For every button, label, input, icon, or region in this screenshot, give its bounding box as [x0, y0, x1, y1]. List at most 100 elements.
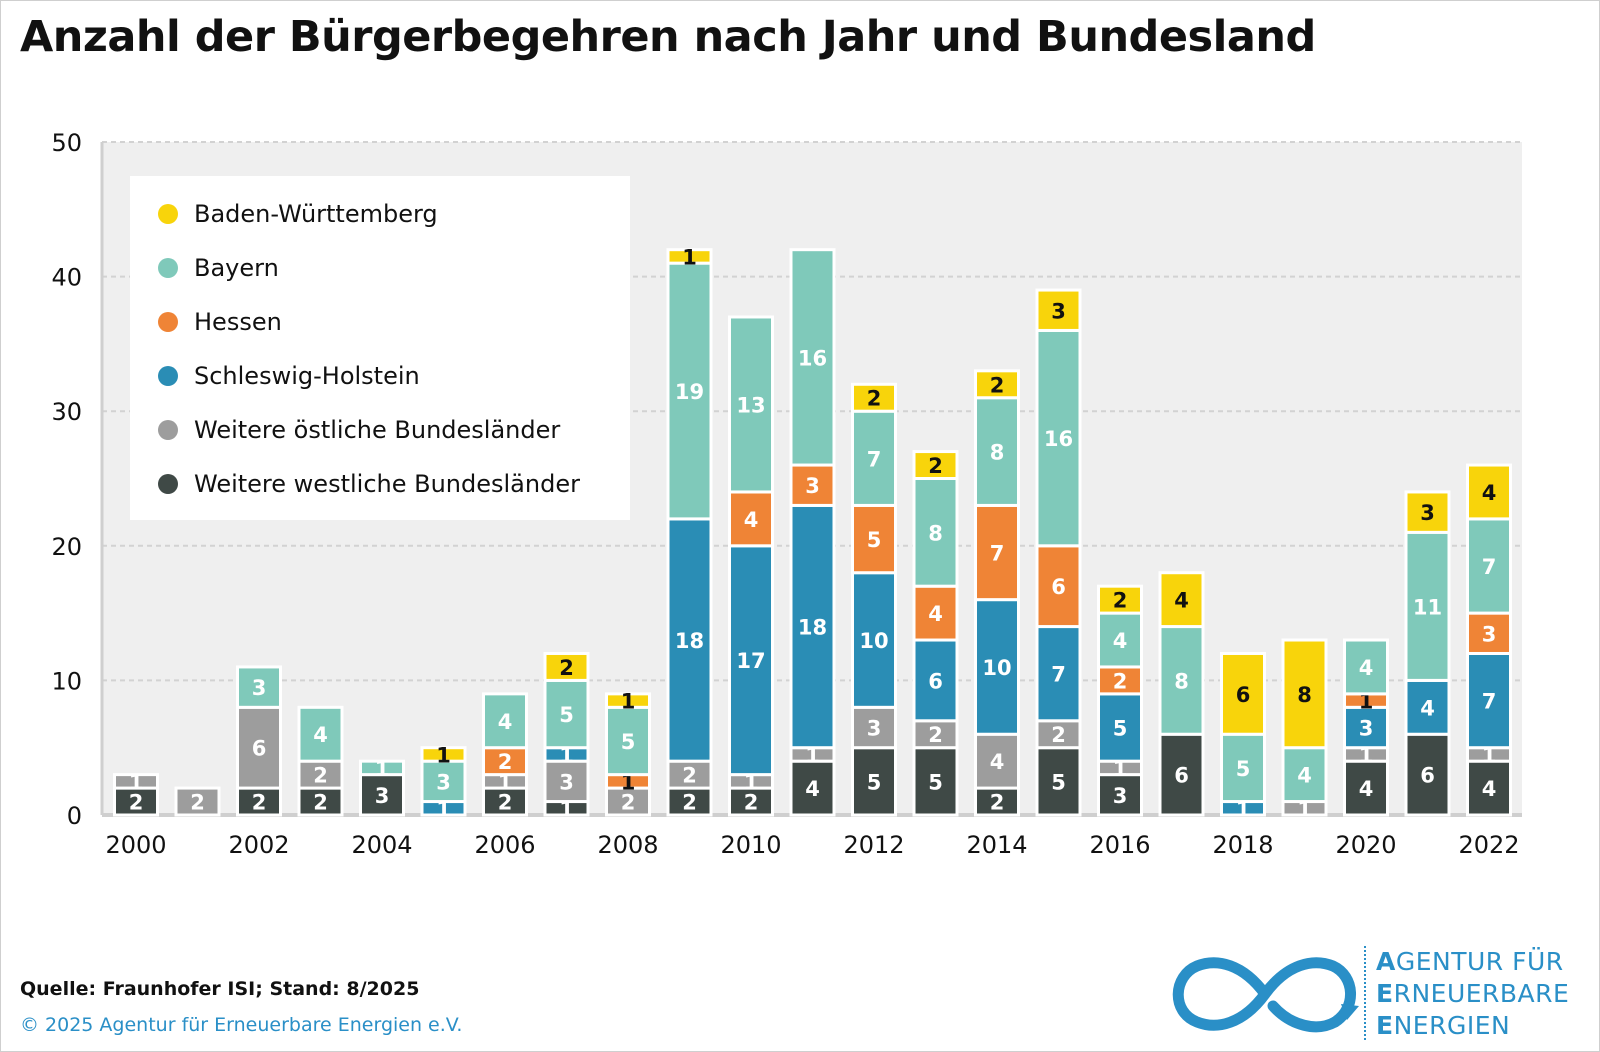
data-label-by: 4	[313, 723, 328, 747]
x-tick-label: 2022	[1458, 831, 1519, 859]
x-tick-label: 2000	[105, 831, 166, 859]
logo-wordmark: AGENTUR FÜR ERNEUERBARE ENERGIEN	[1376, 946, 1569, 1042]
bar-stack-2012: 5 3 10 5 7 2	[851, 382, 897, 817]
data-label-ost: 3	[559, 770, 574, 794]
x-tick-label: 2006	[474, 831, 535, 859]
data-label-ost: 2	[190, 791, 205, 815]
data-label-by: 16	[798, 346, 827, 370]
y-tick-label: 30	[51, 398, 82, 426]
legend-marker-he	[158, 312, 178, 332]
bar-stack-2011: 4 1 18 3 16	[789, 248, 836, 817]
data-label-by: 5	[559, 703, 574, 727]
data-label-ost: 6	[252, 737, 267, 761]
data-label-west: 5	[1051, 770, 1066, 794]
x-tick-label: 2018	[1212, 831, 1273, 859]
x-tick-label: 2010	[720, 831, 781, 859]
data-label-sh: 18	[798, 616, 827, 640]
data-label-west: 4	[805, 777, 820, 801]
data-label-ost: 1	[1359, 743, 1374, 767]
legend-label-bw: Baden-Württemberg	[194, 200, 438, 228]
data-label-he: 2	[498, 750, 513, 774]
data-label-ost: 2	[621, 791, 636, 815]
data-label-he: 4	[744, 508, 759, 532]
bar-segment-by	[482, 692, 528, 750]
data-label-bw: 8	[1297, 683, 1312, 707]
data-label-bw: 1	[682, 245, 697, 269]
data-label-by: 4	[498, 710, 513, 734]
bar-segment-by	[236, 665, 282, 709]
data-label-bw: 2	[867, 387, 882, 411]
bar-stack-2004: 31	[359, 757, 405, 817]
bar-stack-2015: 5 2 7 6 16 3	[1035, 288, 1082, 817]
bar-segment-bw	[1220, 651, 1266, 736]
bar-stack-2022: 4 1 7 3 7 4	[1466, 463, 1512, 817]
bar-segment-west	[912, 746, 959, 817]
bar-stack-2016: 3 1 5 2 4 2	[1097, 584, 1143, 817]
data-label-by: 8	[928, 521, 943, 545]
data-label-west: 4	[1359, 777, 1374, 801]
data-label-ost: 1	[1297, 797, 1312, 821]
logo-line-3: ENERGIEN	[1376, 1011, 1511, 1040]
bar-segment-bw	[420, 746, 467, 763]
data-label-by: 11	[1413, 595, 1442, 619]
chart-title: Anzahl der Bürgerbegehren nach Jahr und …	[20, 12, 1316, 62]
legend-label-he: Hessen	[194, 308, 282, 336]
data-label-west: 6	[1420, 764, 1435, 788]
data-label-west: 4	[1482, 777, 1497, 801]
data-label-bw: 1	[436, 743, 451, 767]
data-label-by: 5	[1236, 757, 1251, 781]
bar-segment-bw	[912, 450, 959, 480]
data-label-by: 19	[675, 380, 704, 404]
bar-stack-2002: 2 6 3	[236, 665, 282, 817]
bar-stack-2000: 21	[113, 770, 159, 817]
bar-stack-2021: 6 4 11 3	[1404, 490, 1451, 817]
bar-segment-west	[851, 746, 897, 817]
data-label-ost: 1	[1482, 743, 1497, 767]
bar-segment-by	[728, 315, 774, 494]
data-label-bw: 3	[1420, 501, 1435, 525]
bar-segment-sh	[851, 571, 897, 709]
data-label-bw: 2	[1113, 589, 1128, 613]
data-label-ost: 2	[313, 764, 328, 788]
data-label-sh: 4	[1420, 696, 1435, 720]
logo-line-1: AGENTUR FÜR	[1376, 947, 1564, 976]
data-label-bw: 3	[1051, 299, 1066, 323]
data-label-ost: 2	[682, 764, 697, 788]
x-tick-label: 2012	[843, 831, 904, 859]
data-label-by: 3	[436, 770, 451, 794]
data-label-ost: 3	[867, 717, 882, 741]
legend-marker-west	[158, 474, 178, 494]
bar-segment-by	[789, 248, 836, 467]
data-label-he: 5	[867, 528, 882, 552]
bar-segment-bw	[974, 369, 1020, 400]
bar-segment-by	[297, 705, 344, 763]
y-tick-label: 20	[51, 533, 82, 561]
bar-segment-by	[543, 678, 590, 750]
bar-stack-2001: 2	[174, 786, 221, 817]
y-tick-label: 10	[51, 667, 82, 695]
legend-box	[130, 176, 630, 520]
data-label-he: 3	[1482, 622, 1497, 646]
data-label-sh: 1	[559, 743, 574, 767]
infinity-logo-icon	[1172, 957, 1359, 1033]
data-label-bw: 2	[559, 656, 574, 680]
x-tick-label: 2002	[228, 831, 289, 859]
bar-segment-by	[851, 409, 897, 507]
y-tick-label: 40	[51, 264, 82, 292]
bar-segment-bw	[666, 248, 713, 265]
data-label-by: 13	[736, 393, 765, 417]
data-label-by: 8	[990, 441, 1005, 465]
bar-segment-west	[1466, 759, 1512, 817]
bar-segment-west	[236, 786, 282, 817]
data-label-ost: 1	[498, 770, 513, 794]
bar-segment-bw	[1281, 638, 1328, 750]
data-label-by: 7	[867, 447, 882, 471]
bar-segment-he	[912, 584, 959, 642]
copyright-note: © 2025 Agentur für Erneuerbare Energien …	[20, 1014, 463, 1036]
data-label-sh: 17	[736, 649, 765, 673]
data-label-ost: 1	[744, 770, 759, 794]
bar-segment-ost	[605, 786, 651, 817]
bar-stack-2007: 1 3 1 5 2	[543, 651, 590, 821]
data-label-sh: 6	[928, 669, 943, 693]
